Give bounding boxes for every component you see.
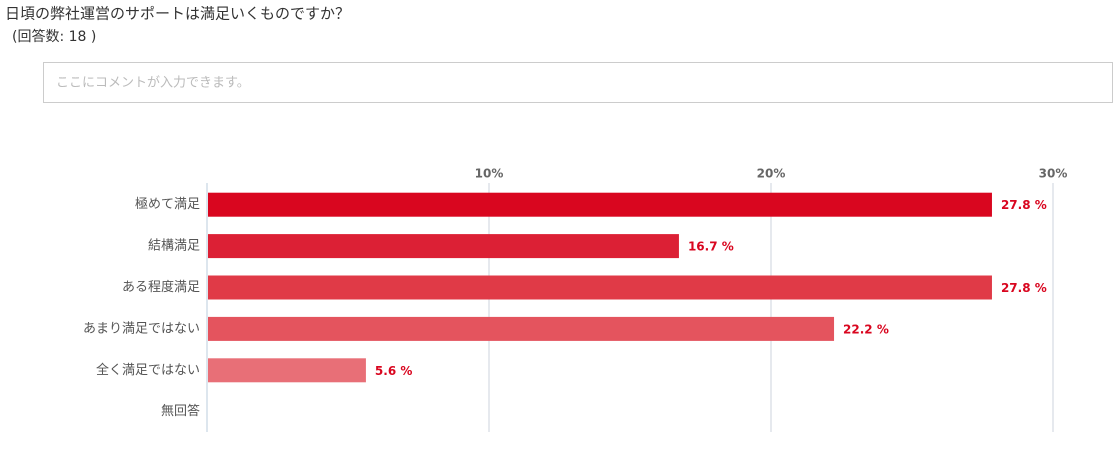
category-label: 結構満足 (148, 239, 200, 254)
value-label: 16.7 % (688, 240, 734, 254)
value-label: 5.6 % (375, 364, 412, 378)
comment-placeholder: ここにコメントが入力できます。 (56, 76, 250, 91)
category-label: 全く満足ではない (96, 362, 200, 378)
category-label: 無回答 (161, 403, 200, 419)
category-label: 極めて満足 (135, 196, 200, 212)
x-tick-label: 20% (757, 167, 786, 181)
x-tick-label: 30% (1039, 167, 1068, 181)
bar (208, 192, 992, 217)
value-label: 27.8 % (1001, 281, 1047, 295)
bar (208, 275, 992, 300)
bar (208, 358, 366, 383)
value-label: 22.2 % (843, 322, 889, 336)
category-label: ある程度満足 (122, 279, 200, 295)
comment-box[interactable] (43, 62, 1113, 103)
value-label: 27.8 % (1001, 198, 1047, 212)
response-count: (回答数: 18 ) (12, 28, 96, 45)
bar (208, 234, 679, 259)
category-label: あまり満足ではない (83, 321, 200, 336)
question-title: 日頃の弊社運営のサポートは満足いくものですか？ (5, 5, 350, 23)
x-tick-label: 10% (475, 167, 504, 181)
bar (208, 316, 835, 341)
